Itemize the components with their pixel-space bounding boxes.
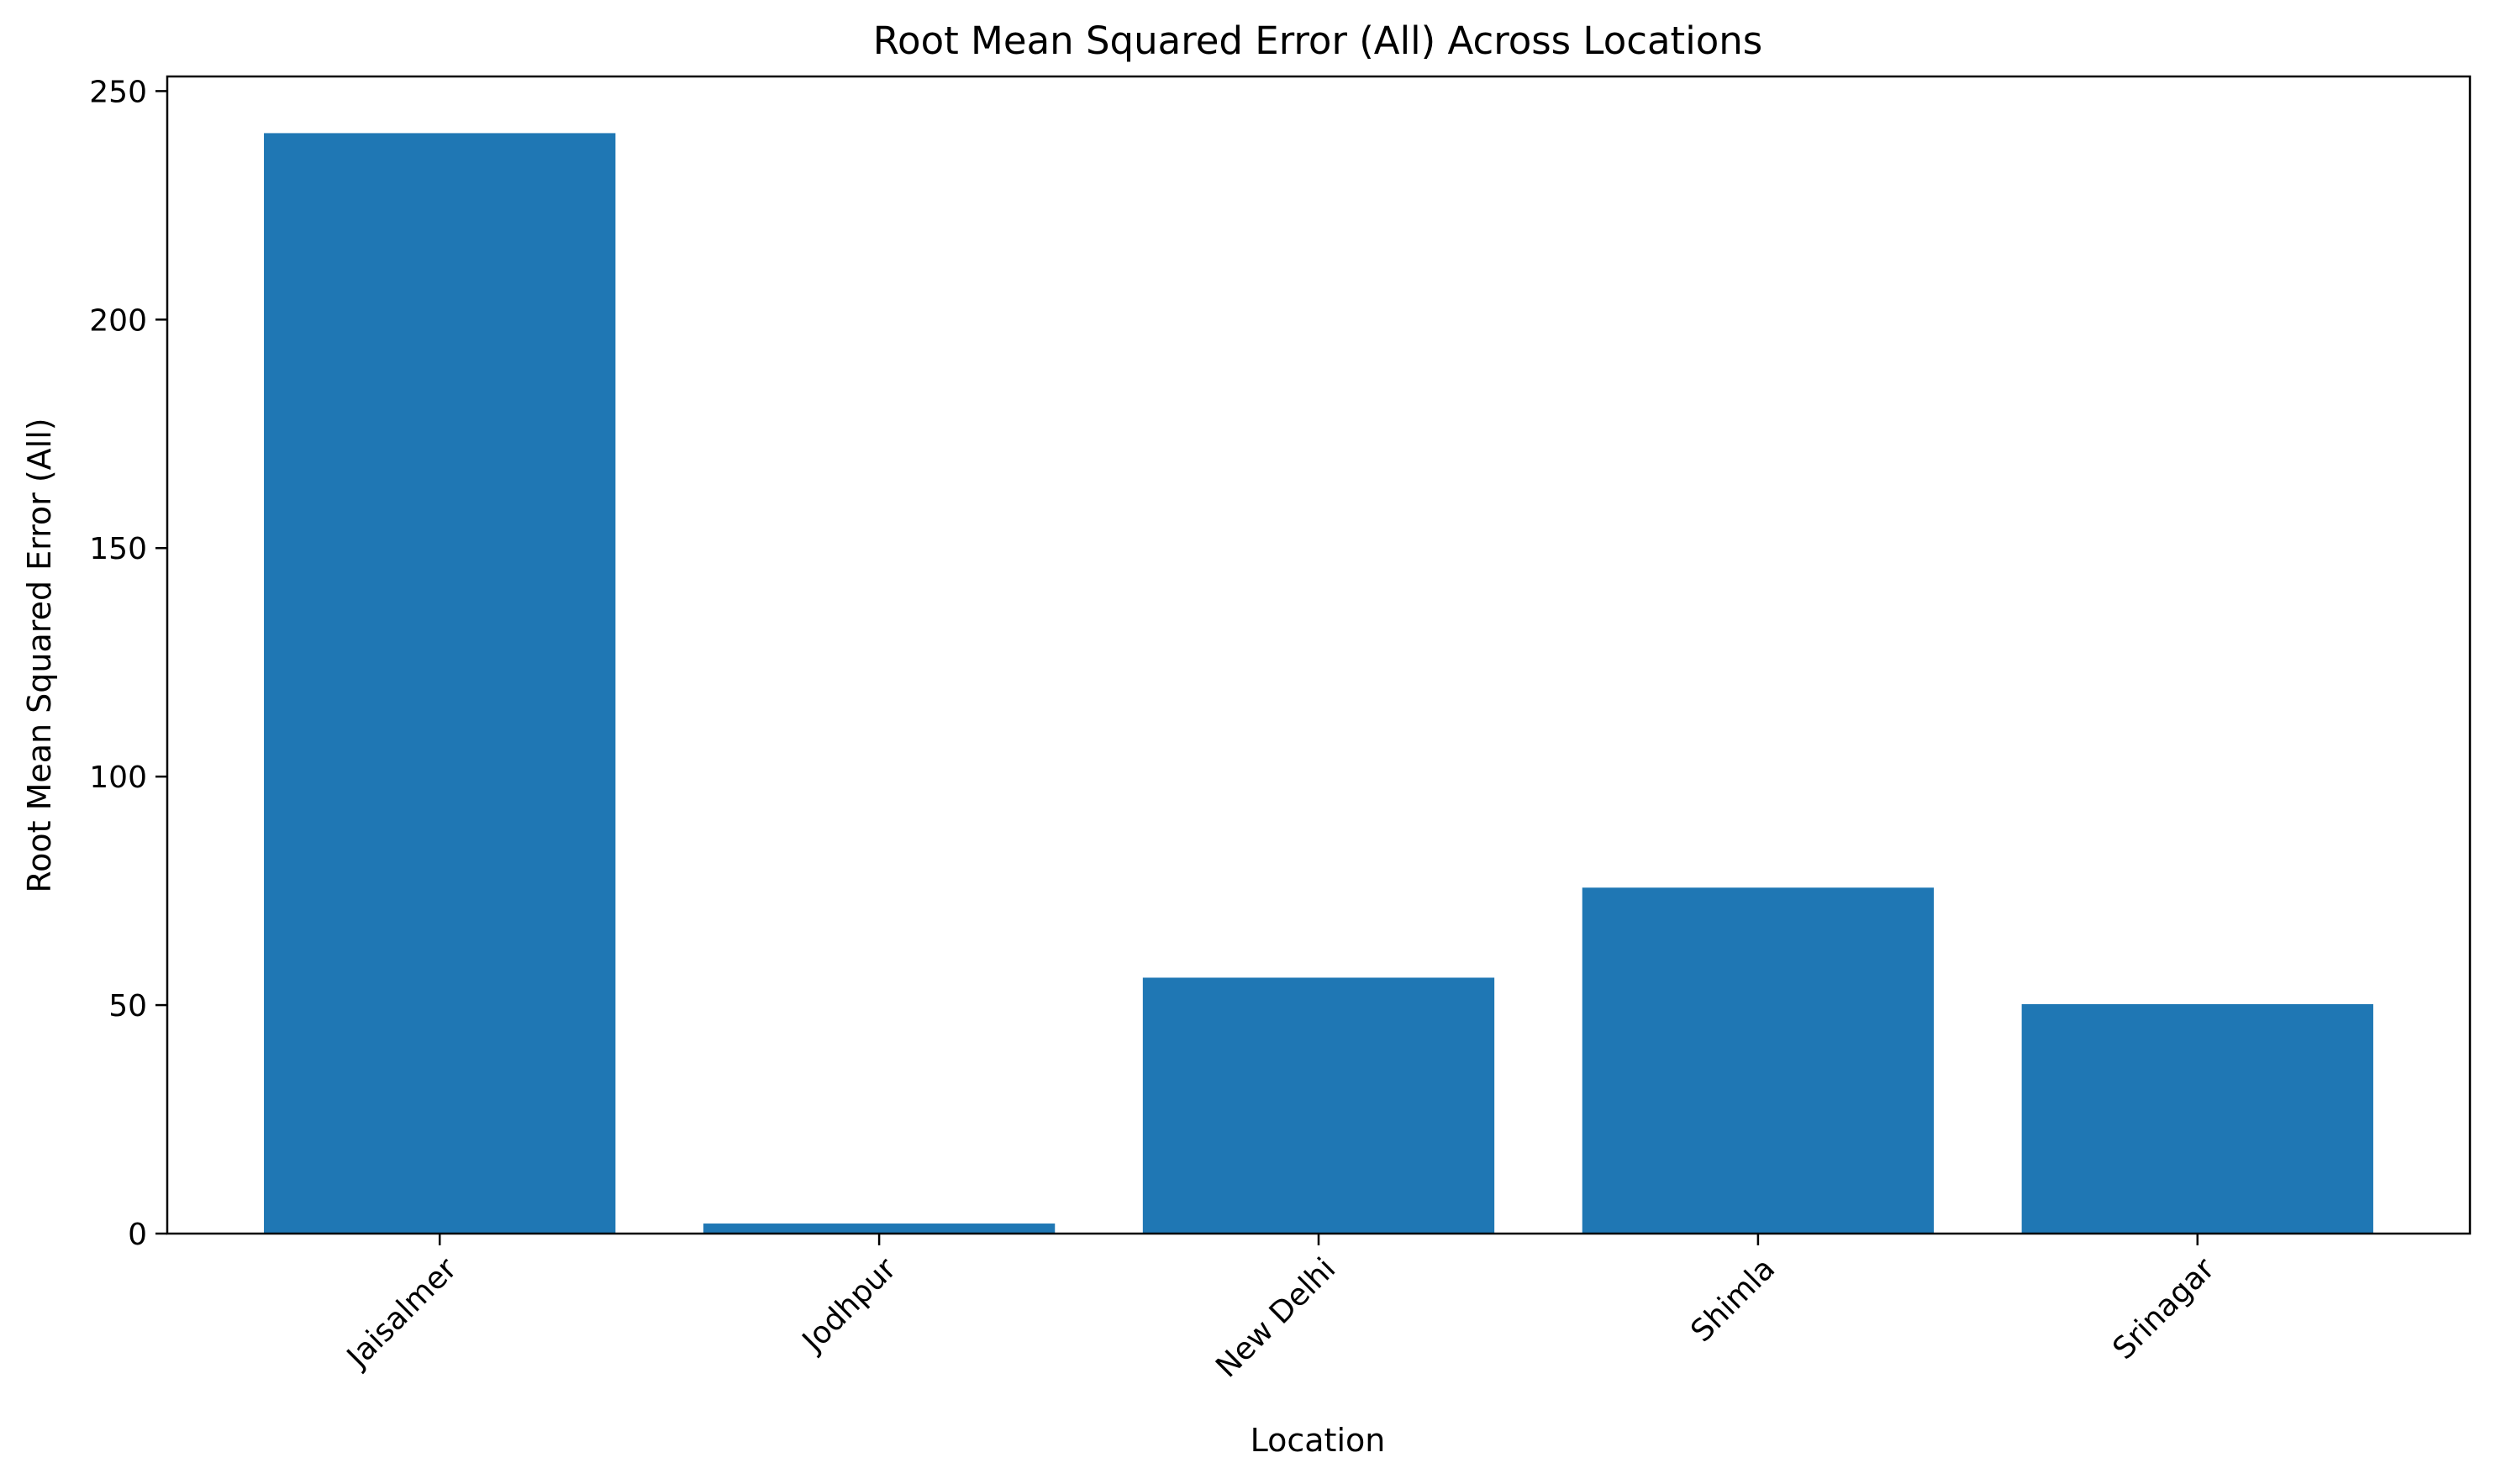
y-tick-label: 0 (128, 1218, 147, 1252)
bar-srinagar (2021, 1003, 2373, 1234)
y-tick-label: 50 (108, 989, 147, 1024)
bar-shimla (1582, 887, 1935, 1234)
y-axis-label: Root Mean Squared Error (All) (21, 418, 58, 892)
y-tick-label: 250 (89, 75, 147, 109)
bar-jodhpur (703, 1224, 1056, 1234)
y-tick-label: 150 (89, 532, 147, 566)
bar-jaisalmer (264, 133, 616, 1234)
x-axis-label: Location (1251, 1422, 1386, 1459)
bar-new-delhi (1142, 977, 1495, 1234)
y-tick-label: 200 (89, 303, 147, 338)
chart-title: Root Mean Squared Error (All) Across Loc… (873, 18, 1762, 63)
y-tick-label: 100 (89, 760, 147, 795)
y-axis-ticks: 0 50 100 150 200 250 (89, 75, 167, 1252)
bars-group (264, 133, 2373, 1234)
plot-area (166, 75, 2472, 1235)
